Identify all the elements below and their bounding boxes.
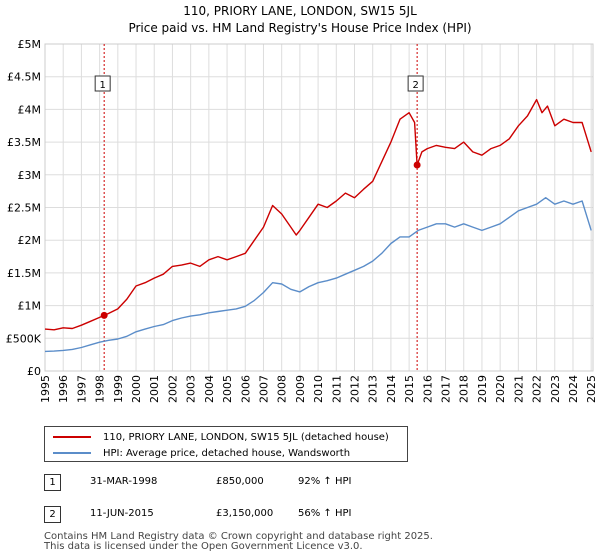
x-tick-label: 2000 [130,375,143,403]
transaction-point [100,311,108,319]
x-tick-label: 2013 [367,375,380,403]
x-tick-label: 2003 [185,375,198,403]
y-tick-label: £0 [27,365,41,378]
x-tick-label: 2010 [312,375,325,403]
x-tick-label: 2022 [531,375,544,403]
x-tick-label: 2004 [203,375,216,403]
legend: 110, PRIORY LANE, LONDON, SW15 5JL (deta… [44,426,408,462]
x-tick-label: 2023 [549,375,562,403]
x-tick-label: 2011 [330,375,343,403]
legend-label-property: 110, PRIORY LANE, LONDON, SW15 5JL (deta… [103,431,389,443]
x-tick-label: 2019 [476,375,489,403]
transaction-marker-box: 2 [44,506,61,523]
y-tick-label: £4M [18,103,42,116]
x-tick-label: 2005 [221,375,234,403]
transaction-date: 11-JUN-2015 [90,508,154,519]
chart-subtitle: Price paid vs. HM Land Registry's House … [128,21,472,35]
y-tick-label: £5M [18,38,42,51]
x-tick-label: 2016 [421,375,434,403]
x-tick-label: 1996 [57,375,70,403]
y-tick-label: £4.5M [7,71,41,84]
series-line [44,196,592,353]
x-tick-label: 2012 [349,375,362,403]
y-tick-label: £1M [18,300,42,313]
series-line [44,98,592,331]
transaction-label-box [407,75,424,92]
legend-swatch-property [53,436,91,438]
x-tick-label: 2007 [257,375,270,403]
y-tick-label: £2M [18,234,42,247]
transaction-label: 1 [99,80,105,91]
transaction-row: 2 11-JUN-2015 £3,150,000 56% ↑ HPI [44,506,404,526]
x-tick-label: 2002 [166,375,179,403]
transaction-label-box [94,75,111,92]
x-tick-label: 2024 [567,375,580,403]
plot-border [44,43,594,372]
transaction-hpi-change: 92% ↑ HPI [298,476,352,487]
transaction-point [413,161,421,169]
footer-licence: This data is licensed under the Open Gov… [44,541,363,552]
x-tick-label: 2009 [294,375,307,403]
price-chart: £0 £500K £1M £1.5M £2M £2.5M £3M £3.5M £4M £4.5M £… [6,38,598,403]
x-tick-label: 2014 [385,375,398,403]
transaction-label: 2 [412,80,418,91]
x-tick-label: 2025 [585,375,598,403]
x-tick-label: 2021 [512,375,525,403]
x-tick-label: 2020 [494,375,507,403]
y-tick-label: £3.5M [7,136,41,149]
footer: Contains HM Land Registry data © Crown c… [44,532,433,552]
y-tick-label: £3M [18,169,42,182]
legend-swatch-hpi [53,452,91,454]
transaction-date: 31-MAR-1998 [90,476,158,487]
transaction-marker-box: 1 [44,474,61,491]
transaction-row: 1 31-MAR-1998 £850,000 92% ↑ HPI [44,474,404,494]
x-tick-label: 2008 [276,375,289,403]
legend-label-hpi: HPI: Average price, detached house, Wand… [103,447,351,459]
transaction-price: £850,000 [216,476,264,487]
x-tick-label: 2015 [403,375,416,403]
y-tick-label: £2.5M [7,202,41,215]
transaction-hpi-change: 56% ↑ HPI [298,508,352,519]
transaction-price: £3,150,000 [216,508,274,519]
x-tick-label: 2018 [458,375,471,403]
y-tick-label: £500K [6,332,42,345]
x-tick-label: 2001 [148,375,161,403]
x-tick-label: 1995 [39,375,52,403]
y-tick-label: £1.5M [7,267,41,280]
footer-copyright: Contains HM Land Registry data © Crown c… [44,531,433,542]
chart-title: 110, PRIORY LANE, LONDON, SW15 5JL [183,4,417,18]
x-tick-label: 1998 [94,375,107,403]
x-tick-label: 2017 [440,375,453,403]
x-tick-label: 1997 [75,375,88,403]
legend-item-hpi: HPI: Average price, detached house, Wand… [53,446,350,460]
legend-item-property: 110, PRIORY LANE, LONDON, SW15 5JL (deta… [53,430,389,444]
chart-title-block: 110, PRIORY LANE, LONDON, SW15 5JL Price… [0,3,600,37]
x-tick-label: 1999 [112,375,125,403]
x-tick-label: 2006 [239,375,252,403]
